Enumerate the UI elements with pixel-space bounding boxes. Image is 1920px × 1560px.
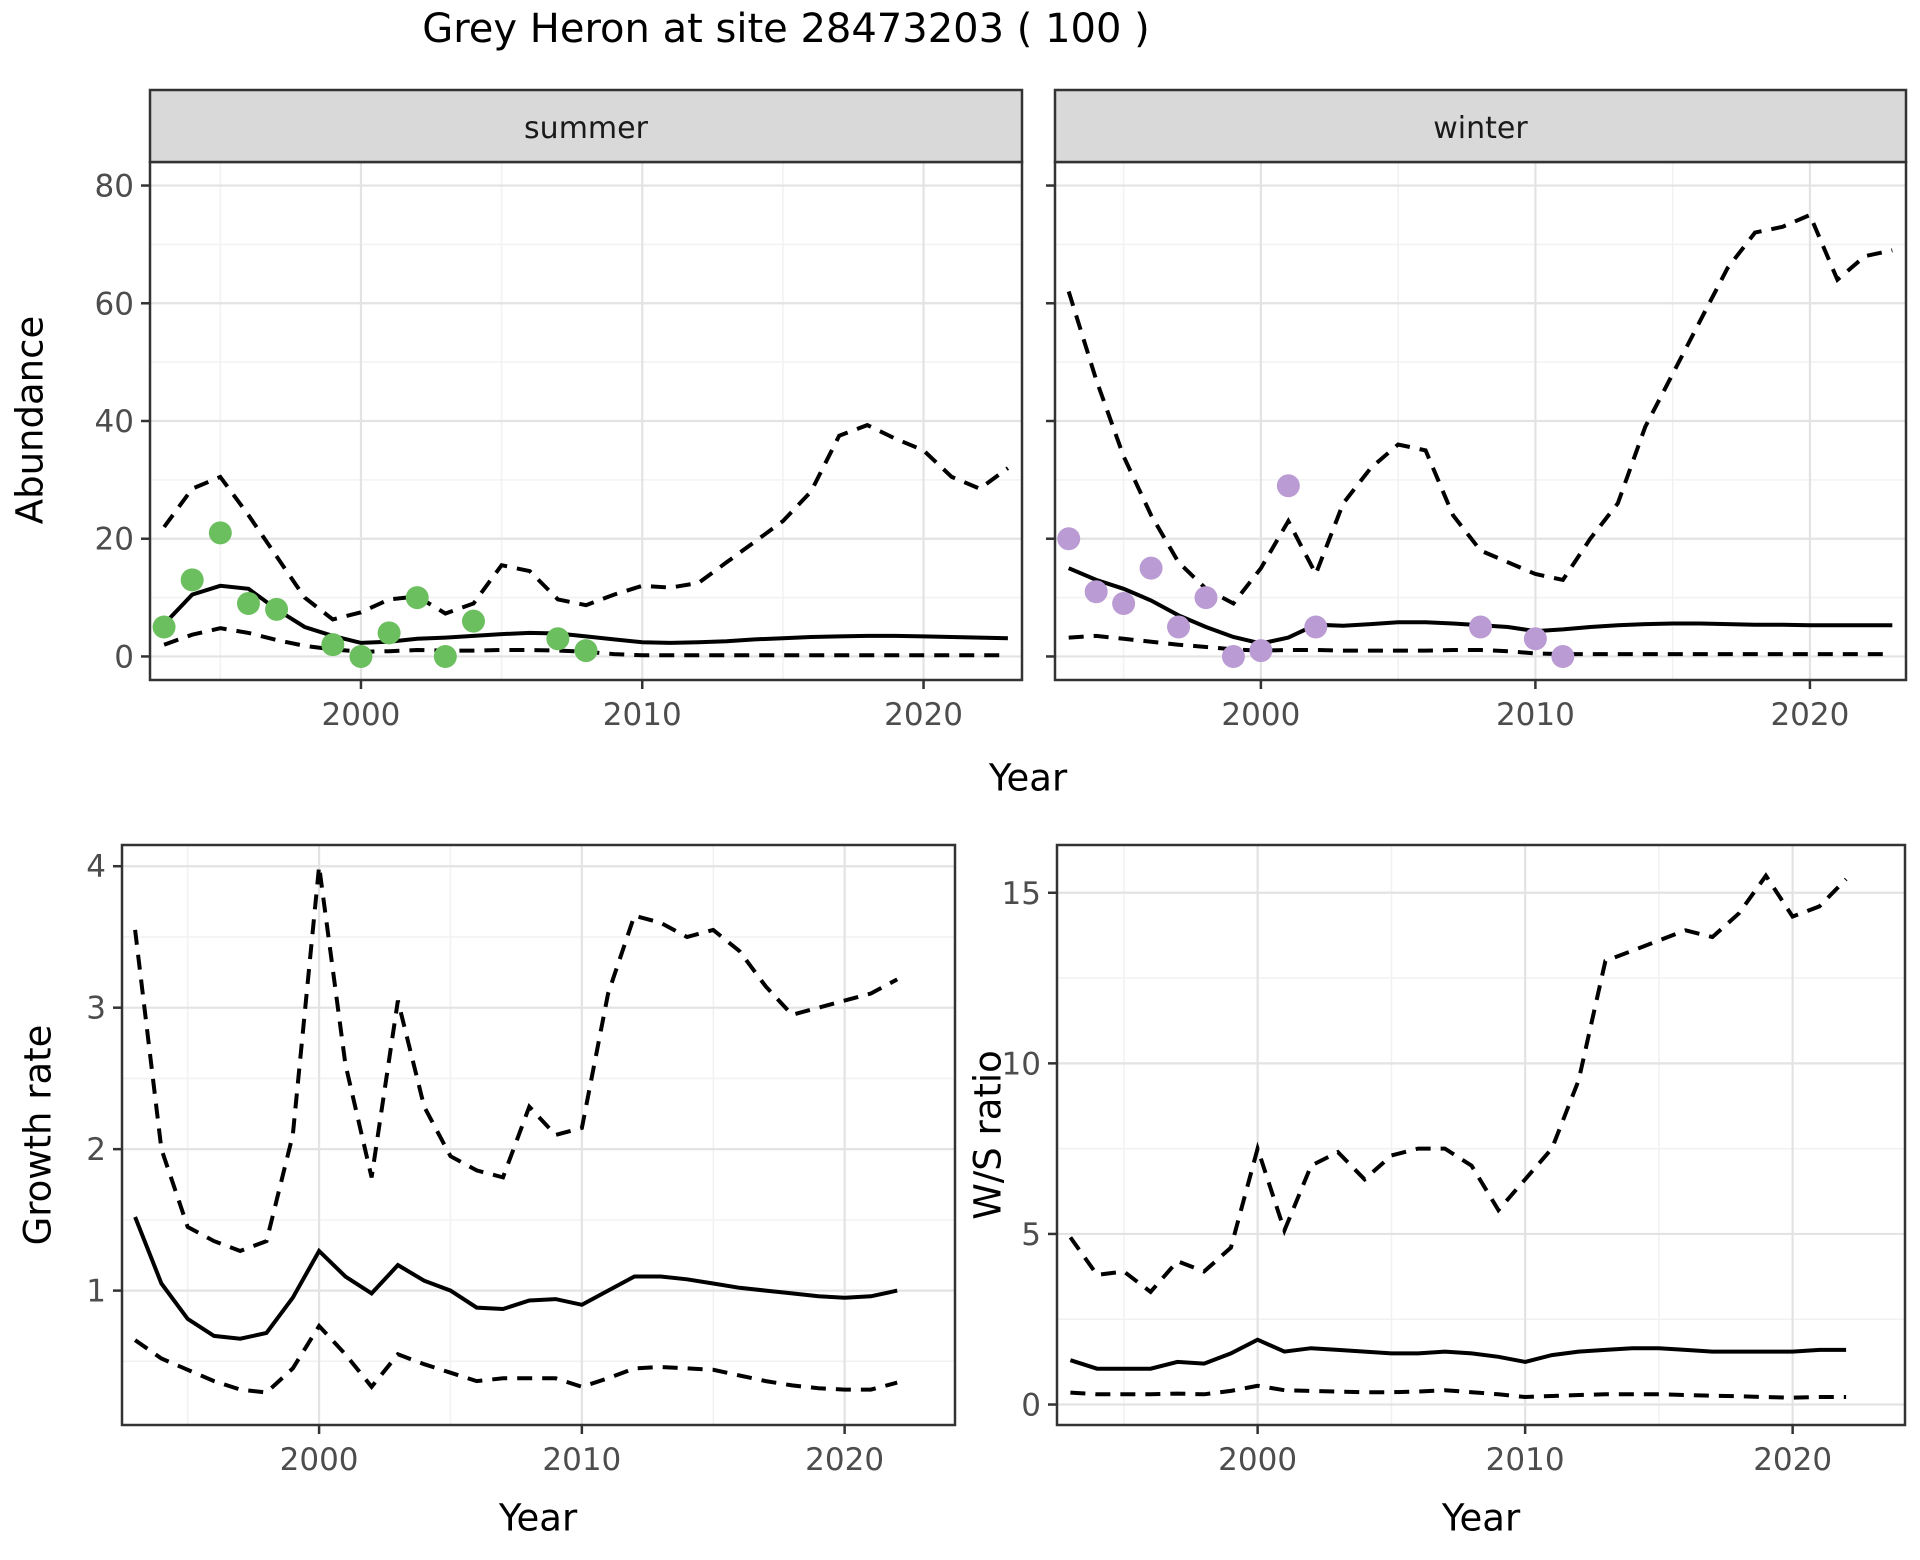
panel-background: [122, 845, 955, 1425]
summer_observations-point: [349, 644, 373, 668]
x-tick-label: 2020: [1753, 1442, 1832, 1478]
summer_observations-point: [546, 627, 570, 651]
summer_observations-point: [180, 568, 204, 592]
series-fit-line: [1069, 1337, 1847, 1371]
winter_observations-point: [1469, 615, 1492, 639]
summer_observations-point: [461, 609, 485, 633]
summer_observations-point: [433, 644, 457, 668]
winter_observations-point: [1139, 556, 1163, 580]
x-axis-title-year-ws: Year: [1441, 1496, 1521, 1540]
series-upper_ci-line: [162, 422, 1010, 622]
x-tick-label: 2000: [280, 1442, 359, 1478]
winter_observations-point: [1551, 644, 1575, 668]
x-tick-label: 2020: [1770, 697, 1849, 733]
y-tick-label: 2: [86, 1132, 106, 1168]
winter_observations-point: [1304, 615, 1328, 639]
summer_observations-point: [321, 633, 345, 657]
growth_rate-chart: 2000 2010 2020 1 2 3 4: [86, 843, 957, 1478]
y-tick-label: 3: [86, 991, 106, 1027]
y-tick-label: 60: [95, 286, 134, 322]
x-tick-label: 2010: [603, 697, 682, 733]
winter_observations-point: [1057, 527, 1081, 551]
winter_observations-point: [1084, 580, 1108, 604]
summer-abundance-panel: summer 2000 2010 2020 0 20 40 60 80: [88, 88, 1024, 733]
ws_ratio-chart: 2000 2010 2020 0 5 10 15: [1002, 843, 1907, 1478]
summer_observations-point: [265, 597, 289, 621]
winter_observations-point: [1221, 644, 1245, 668]
y-axis-title-abundance: Abundance: [8, 315, 52, 525]
facet-strip: [1053, 88, 1908, 164]
x-axis-title-year-growth: Year: [498, 1496, 578, 1540]
x-tick-label: 2010: [1496, 697, 1575, 733]
series-upper_ci-line: [133, 865, 899, 1254]
facet-strip-label: summer: [524, 111, 649, 146]
x-tick-label: 2010: [1486, 1442, 1565, 1478]
summer_observations-point: [236, 591, 260, 615]
winter_observations-point: [1112, 591, 1136, 615]
x-tick-label: 2020: [805, 1442, 884, 1478]
abundance_winter-chart: winter 2000 2010 2020: [1046, 88, 1908, 733]
summer_observations-point: [574, 639, 598, 663]
y-tick-label: 0: [114, 639, 134, 675]
panel-border: [1055, 843, 1907, 1427]
y-tick-label: 0: [1021, 1388, 1041, 1424]
x-tick-label: 2020: [884, 697, 963, 733]
y-tick-label: 4: [86, 849, 106, 885]
panel-border: [120, 843, 957, 1427]
x-axis-title-year-top: Year: [988, 756, 1068, 800]
y-tick-label: 10: [1002, 1046, 1041, 1082]
winter_observations-point: [1276, 474, 1300, 498]
y-tick-label: 40: [95, 404, 134, 440]
facet-strip: [148, 88, 1024, 164]
series-upper_ci-line: [1068, 872, 1848, 1295]
y-tick-label: 15: [1002, 876, 1041, 912]
series-lower_ci-line: [133, 1322, 898, 1395]
page-title: Grey Heron at site 28473203 ( 100 ): [422, 6, 1150, 52]
winter-abundance-panel: winter 2000 2010 2020: [1040, 88, 1920, 733]
winter_observations-point: [1249, 639, 1273, 663]
series-lower_ci-line: [1068, 633, 1893, 657]
x-tick-label: 2000: [1221, 697, 1300, 733]
facet-strip-label: winter: [1433, 111, 1528, 146]
summer_observations-point: [377, 621, 401, 645]
x-tick-label: 2000: [1218, 1442, 1297, 1478]
y-tick-label: 1: [86, 1274, 106, 1310]
summer_observations-point: [405, 586, 429, 610]
x-tick-label: 2010: [542, 1442, 621, 1478]
abundance_summer-chart: summer 2000 2010 2020 0 20 40 60 80: [95, 88, 1024, 733]
series-fit-line: [133, 1216, 898, 1341]
panel-background: [1057, 845, 1905, 1425]
y-tick-label: 20: [95, 522, 134, 558]
series-lower_ci-line: [1070, 1383, 1847, 1400]
winter_observations-point: [1167, 615, 1191, 639]
summer_observations-point: [208, 521, 232, 545]
y-tick-label: 80: [95, 169, 134, 205]
summer_observations-point: [152, 615, 176, 639]
series-fit-line: [162, 583, 1008, 645]
ws-ratio-panel: 2000 2010 2020 0 5 10 15: [975, 820, 1920, 1530]
winter_observations-point: [1194, 586, 1218, 610]
y-tick-label: 5: [1021, 1217, 1041, 1253]
winter_observations-point: [1523, 627, 1547, 651]
growth-rate-panel: 2000 2010 2020 1 2 3 4: [40, 820, 980, 1530]
x-tick-label: 2000: [322, 697, 401, 733]
